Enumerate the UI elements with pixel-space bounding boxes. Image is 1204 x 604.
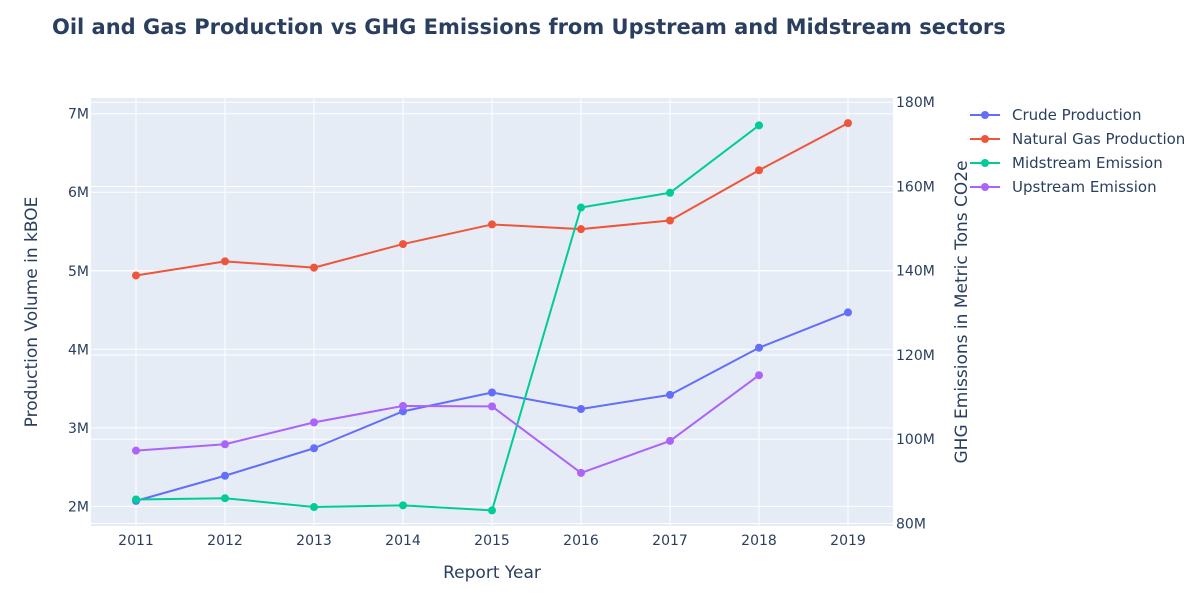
legend[interactable]: Crude Production Natural Gas Production Mi… (970, 106, 1185, 196)
legend-label: Crude Production (1012, 106, 1141, 124)
data-point (755, 343, 763, 352)
data-point (310, 444, 318, 453)
data-point (666, 436, 674, 445)
x-tick-label: 2011 (118, 533, 154, 549)
y-tick-label: 2M (68, 499, 89, 515)
data-point (577, 225, 585, 234)
data-point (221, 494, 229, 503)
legend-item[interactable]: Midstream Emission (970, 154, 1163, 172)
legend-swatch-marker (981, 183, 989, 191)
data-point (399, 240, 407, 249)
data-point (310, 503, 318, 512)
y-axis-ticks: 2M 3M 4M 5M 6M 7M (68, 107, 89, 516)
data-point (221, 471, 229, 480)
data-point (577, 468, 585, 477)
data-point (666, 188, 674, 197)
x-axis-title: Report Year (443, 563, 541, 583)
data-point (666, 216, 674, 225)
y2-tick-label: 120M (896, 348, 935, 364)
legend-label: Upstream Emission (1012, 178, 1157, 196)
legend-swatch-marker (981, 159, 989, 167)
legend-label: Natural Gas Production (1012, 130, 1185, 148)
legend-swatch-marker (981, 111, 989, 119)
series-midstream-emission (132, 121, 763, 515)
data-point (755, 371, 763, 380)
data-point (132, 446, 140, 455)
y-tick-label: 4M (68, 342, 89, 358)
data-point (221, 257, 229, 266)
series-layer (132, 119, 852, 515)
data-point (844, 119, 852, 128)
data-point (488, 388, 496, 397)
y2-axis-ticks: 80M 100M 120M 140M 160M 180M (896, 95, 935, 532)
x-tick-label: 2017 (652, 533, 688, 549)
legend-item[interactable]: Upstream Emission (970, 178, 1157, 196)
series-line (135, 374, 760, 474)
x-axis-ticks: 2011 2012 2013 2014 2015 2016 2017 2018 2019 (118, 533, 866, 549)
series-line (135, 124, 760, 512)
data-point (666, 390, 674, 399)
data-point (755, 121, 763, 130)
x-tick-label: 2019 (830, 533, 866, 549)
series-natural-gas-production (132, 119, 852, 280)
data-point (577, 203, 585, 212)
chart-title: Oil and Gas Production vs GHG Emissions … (52, 15, 1006, 39)
data-point (488, 506, 496, 515)
x-tick-label: 2014 (385, 533, 421, 549)
legend-swatch-marker (981, 135, 989, 143)
data-point (844, 308, 852, 317)
y-axis-title: Production Volume in kBOE (22, 197, 42, 428)
x-tick-label: 2018 (741, 533, 777, 549)
x-tick-label: 2013 (296, 533, 332, 549)
y2-tick-label: 160M (896, 179, 935, 195)
x-tick-label: 2015 (474, 533, 510, 549)
x-tick-label: 2012 (207, 533, 243, 549)
grid (91, 98, 893, 526)
series-upstream-emission (132, 371, 763, 477)
legend-label: Midstream Emission (1012, 154, 1163, 172)
data-point (399, 401, 407, 410)
y2-tick-label: 80M (896, 516, 926, 532)
data-point (132, 271, 140, 280)
y2-tick-label: 140M (896, 264, 935, 280)
data-point (310, 418, 318, 427)
data-point (399, 501, 407, 510)
data-point (221, 440, 229, 449)
y-tick-label: 3M (68, 421, 89, 437)
y2-tick-label: 100M (896, 432, 935, 448)
data-point (310, 263, 318, 272)
y-tick-label: 7M (68, 107, 89, 123)
data-point (488, 402, 496, 411)
data-point (755, 166, 763, 175)
y2-tick-label: 180M (896, 95, 935, 111)
data-point (488, 220, 496, 229)
data-point (132, 495, 140, 504)
y-tick-label: 6M (68, 185, 89, 201)
legend-item[interactable]: Natural Gas Production (970, 130, 1185, 148)
y-tick-label: 5M (68, 264, 89, 280)
x-tick-label: 2016 (563, 533, 599, 549)
y2-axis-title: GHG Emissions in Metric Tons CO2e (952, 160, 972, 463)
data-point (577, 404, 585, 413)
legend-item[interactable]: Crude Production (970, 106, 1141, 124)
